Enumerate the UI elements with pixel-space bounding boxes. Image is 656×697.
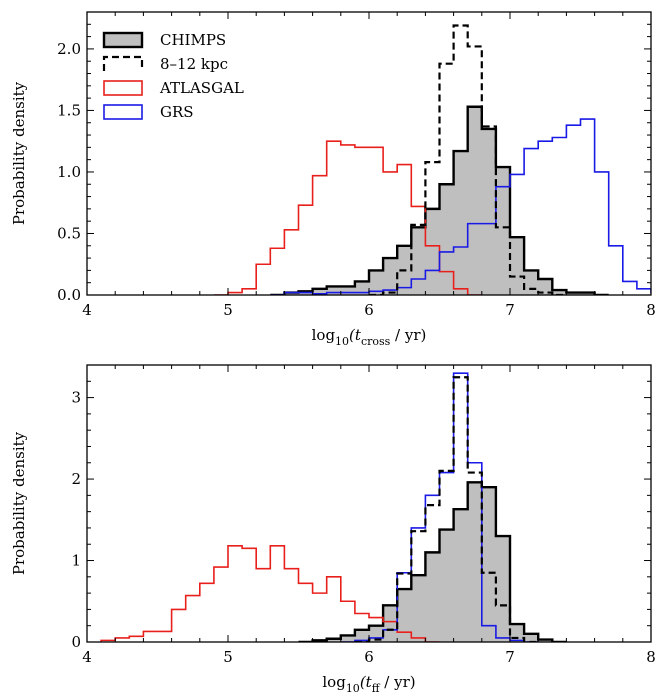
legend-swatch-atlasgal <box>103 80 143 96</box>
bottom-panel: 4 5 6 7 8 0 1 2 3 Probability density log10(tff / … <box>10 364 656 695</box>
x-tick-label: 8 <box>646 301 656 319</box>
x-tick-label: 4 <box>82 648 92 666</box>
x-tick-label: 6 <box>364 648 374 666</box>
x-tick-label: 7 <box>505 648 515 666</box>
x-tick-label: 5 <box>223 301 233 319</box>
y-tick-label: 2.0 <box>57 40 81 58</box>
y-tick-label: 0 <box>71 633 81 651</box>
legend-label-atlasgal: ATLASGAL <box>159 79 244 97</box>
legend-swatch-kpc <box>102 55 144 71</box>
legend-label-chimps: CHIMPS <box>160 31 226 49</box>
y-tick-label: 3 <box>71 389 81 407</box>
axes-frame-p1 <box>86 364 652 643</box>
x-axis-label: log10(tff / yr) <box>322 673 415 695</box>
legend-label-grs: GRS <box>160 103 194 121</box>
x-tick-label: 6 <box>364 301 374 319</box>
histogram-chimps-p1 <box>298 481 567 642</box>
x-tick-label: 4 <box>82 301 92 319</box>
x-tick-label: 8 <box>646 648 656 666</box>
y-tick-label: 2 <box>71 470 81 488</box>
x-axis-label: log10(tcross / yr) <box>312 326 427 348</box>
histogram-atlasgal-p1 <box>100 545 440 642</box>
legend-swatch-grs <box>103 104 143 120</box>
y-tick-label: 1 <box>71 552 81 570</box>
y-axis-label: Probability density <box>10 81 28 225</box>
y-tick-label: 1.0 <box>57 163 81 181</box>
y-tick-label: 0.0 <box>57 286 81 304</box>
legend-label-kpc: 8–12 kpc <box>160 55 228 73</box>
legend-swatch-chimps <box>102 31 144 49</box>
histogram-atlasgal-p0 <box>213 140 482 295</box>
histogram-chimps-p0 <box>270 105 609 295</box>
x-tick-label: 5 <box>223 648 233 666</box>
x-tick-label: 7 <box>505 301 515 319</box>
y-axis-label: Probability density <box>10 431 28 575</box>
histogram-kpc-p0 <box>369 24 567 295</box>
y-tick-label: 1.5 <box>57 101 81 119</box>
top-panel: 4 5 6 7 8 0.0 0.5 1.0 1.5 2.0 Probability density l… <box>10 11 656 348</box>
legend: CHIMPS 8–12 kpc ATLASGAL GRS <box>102 31 244 121</box>
y-tick-label: 0.5 <box>57 224 81 242</box>
